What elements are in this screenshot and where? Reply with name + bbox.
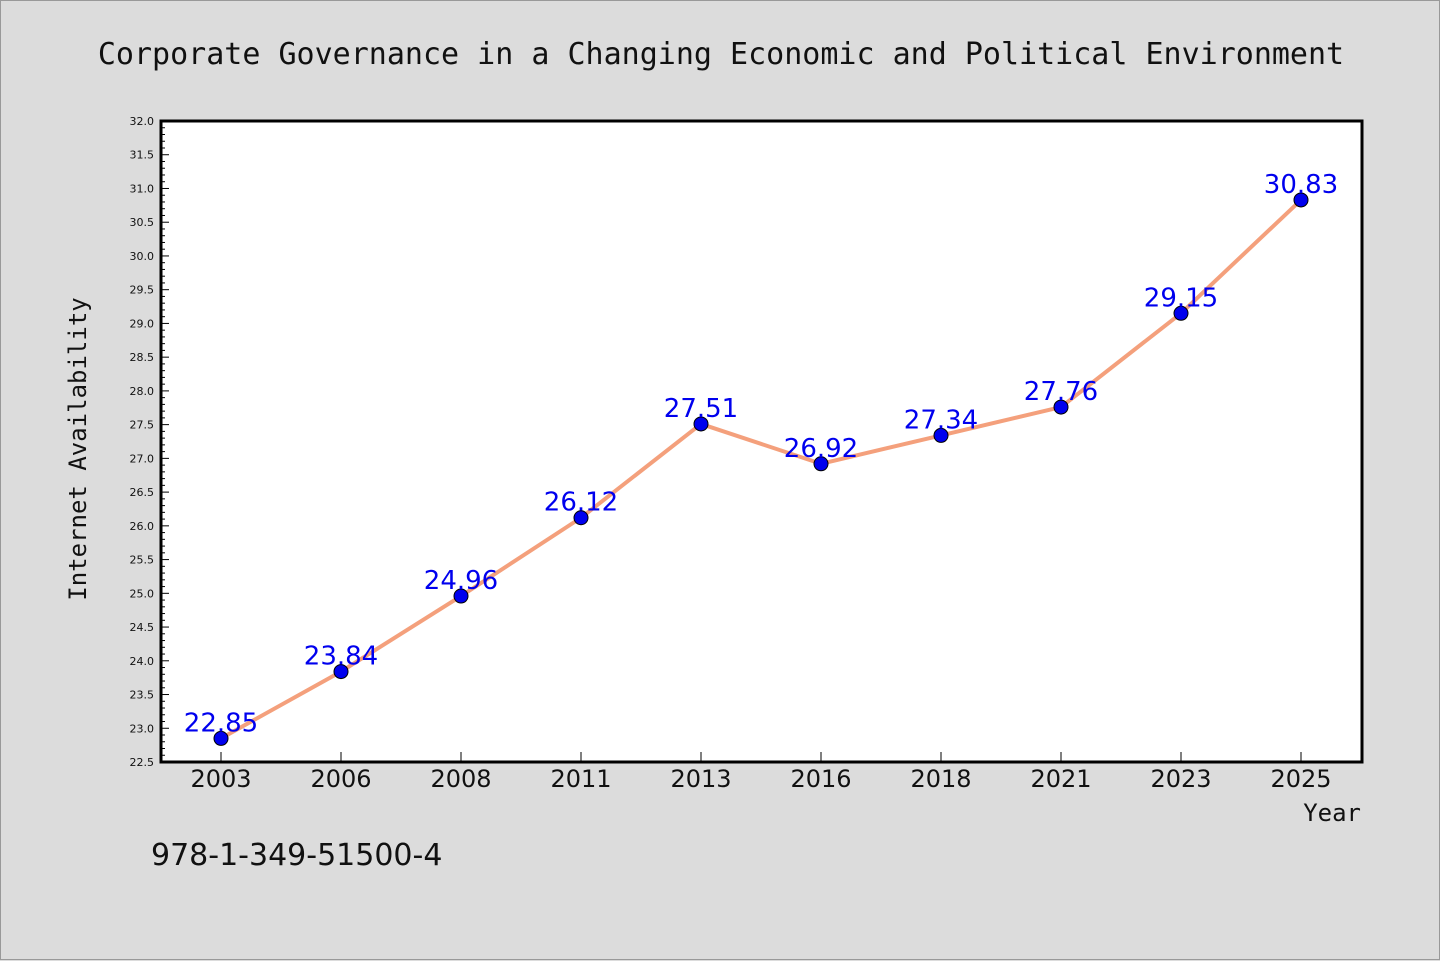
y-tick-label: 24.0 <box>130 655 155 668</box>
x-axis: 2003 2006 2008 2011 2013 2016 2018 2021 2023 2025 <box>190 752 1332 793</box>
y-tick-label: 28.0 <box>130 385 155 398</box>
data-label: 23.84 <box>304 642 378 672</box>
y-tick-label: 23.5 <box>130 689 155 702</box>
isbn-footer: 978-1-349-51500-4 <box>151 838 442 873</box>
y-tick-label: 25.5 <box>130 554 155 567</box>
data-label: 22.85 <box>184 708 258 738</box>
data-point <box>333 664 349 680</box>
x-tick-label: 2016 <box>790 765 851 793</box>
y-tick-label: 28.5 <box>130 351 155 364</box>
y-tick-label: 26.5 <box>130 486 155 499</box>
data-label: 24.96 <box>424 566 498 596</box>
data-label: 27.51 <box>664 394 738 424</box>
y-tick-label: 23.0 <box>130 722 155 735</box>
data-point <box>933 427 949 443</box>
series-line <box>219 197 1303 741</box>
data-point <box>1293 192 1309 208</box>
y-axis: 22.5 23.0 23.5 24.0 24.5 25.0 25.5 26.0 26.5 27.0… <box>130 115 169 769</box>
data-point <box>213 730 229 746</box>
data-label: 26.12 <box>544 488 618 518</box>
x-tick-label: 2023 <box>1150 765 1211 793</box>
y-tick-label: 31.5 <box>130 149 155 162</box>
x-tick-label: 2003 <box>190 765 251 793</box>
y-tick-label: 22.5 <box>130 756 155 769</box>
chart-title: Corporate Governance in a Changing Econo… <box>98 37 1344 72</box>
data-labels: 22.85 23.84 24.96 26.12 27.51 26.92 27.34 27.76… <box>184 170 1338 738</box>
data-point <box>813 456 829 472</box>
y-tick-label: 30.0 <box>130 250 155 263</box>
data-point <box>1053 399 1069 415</box>
y-tick-label: 24.5 <box>130 621 155 634</box>
y-tick-label: 27.0 <box>130 452 155 465</box>
y-tick-label: 31.0 <box>130 182 155 195</box>
plot-area <box>159 119 1364 764</box>
y-tick-label: 30.5 <box>130 216 155 229</box>
x-tick-label: 2011 <box>550 765 611 793</box>
data-label: 30.83 <box>1264 170 1338 200</box>
series <box>213 192 1309 746</box>
data-label: 27.34 <box>904 405 978 435</box>
y-tick-label: 32.0 <box>130 115 155 128</box>
x-tick-label: 2013 <box>670 765 731 793</box>
x-tick-label: 2025 <box>1270 765 1331 793</box>
y-tick-label: 25.0 <box>130 587 155 600</box>
data-point <box>453 588 469 604</box>
x-tick-label: 2021 <box>1030 765 1091 793</box>
data-point <box>1173 305 1189 321</box>
data-point <box>573 510 589 526</box>
data-label: 27.76 <box>1024 377 1098 407</box>
x-tick-label: 2018 <box>910 765 971 793</box>
y-axis-label: Internet Availability <box>64 297 92 600</box>
x-tick-label: 2008 <box>430 765 491 793</box>
data-point <box>693 416 709 432</box>
y-tick-label: 26.0 <box>130 520 155 533</box>
x-tick-label: 2006 <box>310 765 371 793</box>
x-axis-label: Year <box>1303 799 1361 827</box>
y-tick-label: 29.0 <box>130 317 155 330</box>
data-label: 26.92 <box>784 434 858 464</box>
y-tick-label: 27.5 <box>130 419 155 432</box>
data-label: 29.15 <box>1144 283 1218 313</box>
y-tick-label: 29.5 <box>130 284 155 297</box>
